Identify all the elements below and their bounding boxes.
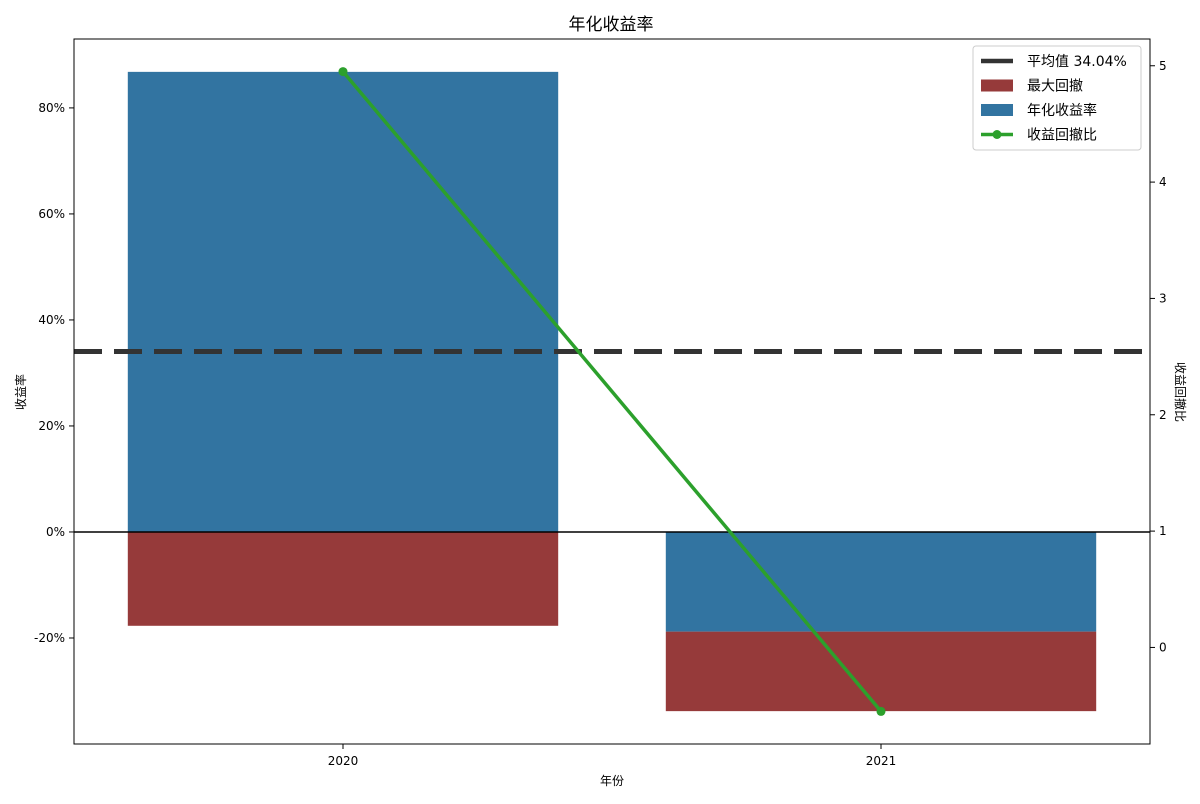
ratio-point-2020 <box>338 67 348 77</box>
legend-swatch-drawdown <box>981 79 1013 92</box>
legend-label: 收益回撤比 <box>1027 128 1097 144</box>
x-tick-label-2021: 2021 <box>866 754 897 768</box>
left-axis-ticks: -20% 0% 20% 40% 60% 80% <box>34 101 74 645</box>
right-axis-ticks: 0 1 2 3 4 5 <box>1150 59 1167 654</box>
y-axis-label-right: 收益回撤比 <box>1173 362 1188 422</box>
bar-return-2020 <box>127 71 559 532</box>
y-tick-label-right: 5 <box>1159 59 1167 73</box>
y-tick-label-left: 40% <box>38 313 65 327</box>
plot-frame <box>73 38 1151 745</box>
legend-label: 最大回撤 <box>1027 79 1083 95</box>
y-tick-label-left: -20% <box>34 631 65 645</box>
ratio-point-2021 <box>876 706 886 716</box>
x-tick-label-2020: 2020 <box>328 754 359 768</box>
x-axis-ticks: 2020 2021 <box>328 744 897 768</box>
legend-swatch-ratio-marker <box>992 130 1002 139</box>
ratio-line-layer <box>338 67 886 716</box>
legend-label: 年化收益率 <box>1027 102 1097 119</box>
legend-swatch-return <box>981 104 1013 116</box>
y-axis-label-left: 收益率 <box>13 374 28 410</box>
y-tick-label-right: 0 <box>1159 640 1167 654</box>
y-tick-label-right: 1 <box>1159 524 1167 538</box>
y-tick-label-right: 4 <box>1159 175 1167 189</box>
ratio-line <box>341 70 883 713</box>
bar-drawdown-2021 <box>665 631 1097 712</box>
reference-lines-layer <box>74 349 1150 533</box>
legend-label: 平均值 34.04% <box>1027 54 1127 70</box>
y-tick-label-right: 3 <box>1159 291 1167 305</box>
y-tick-label-left: 60% <box>38 207 65 221</box>
bar-drawdown-2020 <box>127 531 559 626</box>
y-tick-label-right: 2 <box>1159 408 1167 422</box>
bar-return-2021 <box>665 531 1097 632</box>
legend-box <box>972 45 1142 151</box>
x-axis-label: 年份 <box>600 774 624 788</box>
bars-layer <box>127 71 1097 712</box>
y-tick-label-left: 20% <box>38 419 65 433</box>
y-tick-label-left: 0% <box>46 525 65 539</box>
y-tick-label-left: 80% <box>38 101 65 115</box>
chart-title: 年化收益率 <box>569 15 654 35</box>
